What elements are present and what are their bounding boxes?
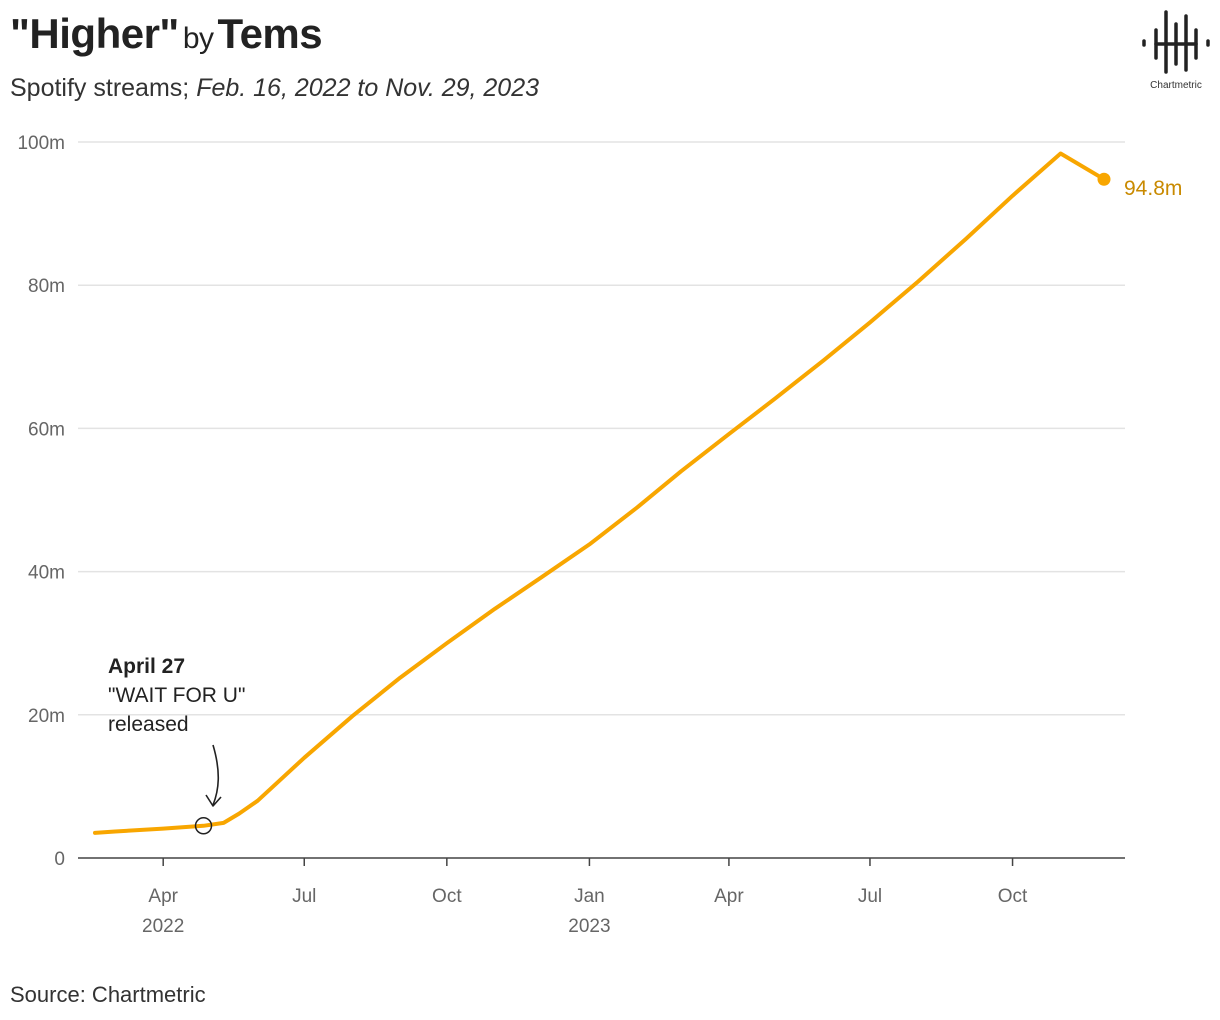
y-tick-label: 80m bbox=[28, 276, 65, 297]
annotation-line1: "WAIT FOR U" bbox=[108, 684, 245, 707]
y-tick-label: 40m bbox=[28, 563, 65, 584]
chart-subtitle: Spotify streams; Feb. 16, 2022 to Nov. 2… bbox=[10, 74, 539, 103]
end-point-marker bbox=[1097, 172, 1111, 186]
subtitle-date-range: Feb. 16, 2022 to Nov. 29, 2023 bbox=[196, 74, 540, 102]
x-tick-year-label: 2023 bbox=[568, 916, 610, 937]
x-tick-year-label: 2022 bbox=[142, 916, 184, 937]
x-tick-label: Jul bbox=[292, 886, 316, 907]
x-tick-label: Oct bbox=[432, 886, 462, 907]
annotation-arrow bbox=[212, 744, 220, 806]
subtitle-prefix: Spotify streams; bbox=[10, 74, 190, 102]
y-tick-label: 0 bbox=[54, 849, 65, 870]
title-by: by bbox=[182, 22, 214, 55]
end-value-label: 94.8m bbox=[1124, 177, 1182, 200]
title-artist: Tems bbox=[217, 10, 323, 57]
x-tick-label: Apr bbox=[714, 886, 744, 907]
y-tick-label: 100m bbox=[17, 133, 65, 154]
x-tick-label: Oct bbox=[998, 886, 1028, 907]
x-tick-label: Jul bbox=[858, 886, 882, 907]
chart-title: "Higher" byTems bbox=[10, 10, 323, 58]
chartmetric-logo-mark bbox=[1142, 10, 1210, 74]
x-tick-label: Apr bbox=[148, 886, 178, 907]
annotation-title: April 27 bbox=[108, 655, 185, 678]
annotation-arrowhead bbox=[205, 794, 222, 807]
annotation-line2: released bbox=[108, 713, 189, 736]
series-line bbox=[93, 151, 1106, 835]
annotation-marker bbox=[194, 817, 213, 835]
y-tick-label: 60m bbox=[28, 419, 65, 440]
title-song: "Higher" bbox=[10, 10, 179, 57]
chartmetric-logo-text: Chartmetric bbox=[1150, 80, 1202, 91]
chartmetric-logo: Chartmetric bbox=[1138, 8, 1214, 98]
x-tick-label: Jan bbox=[574, 886, 605, 907]
source-note: Source: Chartmetric bbox=[10, 982, 206, 1007]
y-tick-label: 20m bbox=[28, 706, 65, 727]
